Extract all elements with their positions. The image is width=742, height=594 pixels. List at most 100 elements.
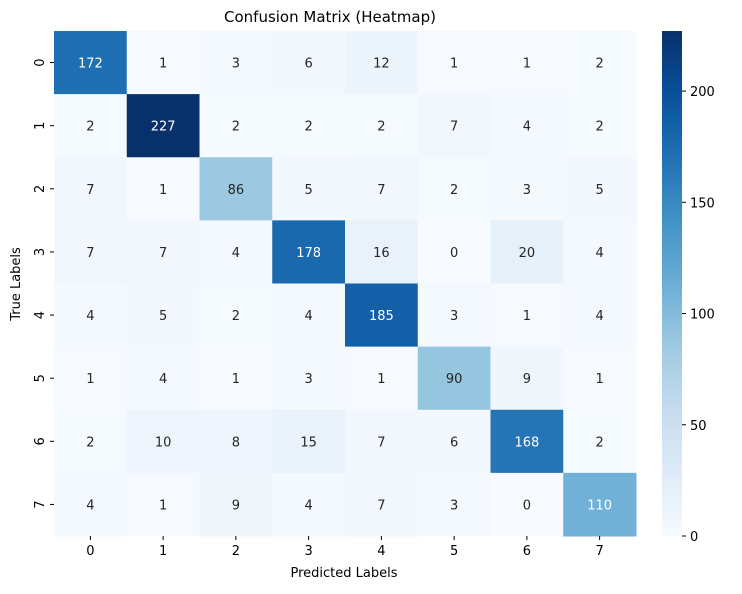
heatmap-cell [54, 409, 128, 474]
cell-value-label: 4 [304, 498, 312, 513]
cell-value-label: 8 [232, 435, 240, 450]
heatmap-cell [272, 31, 346, 95]
heatmap-cell [54, 346, 128, 411]
cell-value-label: 1 [595, 372, 603, 387]
heatmap-cell [126, 220, 200, 284]
cell-value-label: 9 [232, 498, 240, 513]
cell-value-label: 2 [86, 435, 94, 450]
x-tick-label: 6 [523, 544, 531, 559]
heatmap-cell [54, 472, 128, 537]
cell-value-label: 227 [151, 120, 176, 135]
heatmap-cell [126, 346, 200, 411]
cell-value-label: 4 [159, 372, 167, 387]
heatmap-cell [199, 283, 273, 348]
cell-value-label: 2 [232, 309, 240, 324]
cell-value-label: 6 [304, 57, 312, 72]
cell-value-label: 4 [595, 246, 603, 261]
heatmap-cell [490, 409, 564, 474]
cell-value-label: 7 [86, 183, 94, 198]
cell-value-label: 7 [377, 498, 385, 513]
y-tick-label: 6 [33, 437, 48, 445]
heatmap-cell [563, 283, 637, 348]
heatmap-cell [417, 220, 491, 284]
cell-value-label: 7 [450, 120, 458, 135]
heatmap-cell [417, 283, 491, 348]
heatmap-cell [272, 94, 346, 158]
heatmap-cell [563, 346, 637, 411]
y-tick-label: 2 [33, 185, 48, 193]
cell-value-label: 1 [159, 498, 167, 513]
x-tick-label: 5 [450, 544, 458, 559]
x-axis-ticks: 0 1 2 3 4 5 6 7 [86, 536, 604, 559]
heatmap-cell [54, 157, 128, 221]
x-tick-label: 2 [232, 544, 240, 559]
cell-value-label: 2 [595, 57, 603, 72]
heatmap-cell [54, 94, 128, 158]
cell-value-label: 185 [369, 309, 394, 324]
heatmap-cell [345, 283, 419, 348]
cell-value-label: 4 [523, 120, 531, 135]
cell-value-label: 1 [159, 183, 167, 198]
heatmap-cell [199, 31, 273, 95]
x-tick-label: 7 [595, 544, 603, 559]
colorbar [662, 31, 682, 536]
heatmap-cell [490, 472, 564, 537]
cell-value-label: 3 [304, 372, 312, 387]
heatmap-cell [417, 472, 491, 537]
heatmap-cell [199, 472, 273, 537]
heatmap-cell [563, 31, 637, 95]
heatmap-cell [126, 31, 200, 95]
colorbar-tick-label: 200 [690, 85, 715, 100]
heatmap-cell [199, 157, 273, 221]
x-axis-label: Predicted Labels [290, 566, 397, 581]
heatmap-cell [417, 346, 491, 411]
heatmap-cell [199, 94, 273, 158]
cell-value-label: 1 [159, 57, 167, 72]
cell-value-label: 2 [304, 120, 312, 135]
cell-value-label: 1 [377, 372, 385, 387]
cell-value-label: 3 [450, 498, 458, 513]
cell-value-label: 2 [377, 120, 385, 135]
cell-value-label: 12 [373, 57, 390, 72]
cell-value-label: 110 [587, 498, 612, 513]
cell-value-label: 1 [232, 372, 240, 387]
cell-value-label: 0 [523, 498, 531, 513]
heatmap-cell [126, 157, 200, 221]
heatmap-cell [199, 346, 273, 411]
heatmap-cell [490, 157, 564, 221]
heatmap-cell [345, 472, 419, 537]
colorbar-tick-label: 150 [690, 196, 715, 211]
heatmap-cell [199, 409, 273, 474]
cell-value-label: 9 [523, 372, 531, 387]
cell-value-label: 1 [86, 372, 94, 387]
cell-value-label: 20 [519, 246, 536, 261]
heatmap-cell [490, 220, 564, 284]
y-axis-label: True Labels [9, 247, 24, 322]
heatmap-cell [417, 31, 491, 95]
heatmap-cell [272, 472, 346, 537]
cell-annotations: 172 1 3 6 12 1 1 22 227 2 2 2 7 4 27 1 86 5 7 2 3 57 7 4 178 16 0 2… [78, 57, 612, 514]
y-axis-ticks: 0 1 2 3 4 5 6 7 [33, 58, 54, 509]
heatmap-cell [345, 220, 419, 284]
heatmap-cell [345, 157, 419, 221]
cell-value-label: 4 [595, 309, 603, 324]
heatmap-cell [345, 409, 419, 474]
heatmap-cell [490, 94, 564, 158]
y-tick-label: 0 [33, 58, 48, 66]
heatmap-cell [272, 157, 346, 221]
x-tick-label: 1 [159, 544, 167, 559]
cell-value-label: 90 [446, 372, 463, 387]
heatmap-cell [272, 346, 346, 411]
heatmap-cell [54, 31, 128, 95]
heatmap-cell [563, 472, 637, 537]
cell-value-label: 4 [86, 309, 94, 324]
cell-value-label: 3 [523, 183, 531, 198]
cell-value-label: 178 [296, 246, 321, 261]
cell-value-label: 7 [86, 246, 94, 261]
heatmap-cell [345, 94, 419, 158]
cell-value-label: 16 [373, 246, 390, 261]
heatmap-cell [563, 157, 637, 221]
x-tick-label: 3 [304, 544, 312, 559]
